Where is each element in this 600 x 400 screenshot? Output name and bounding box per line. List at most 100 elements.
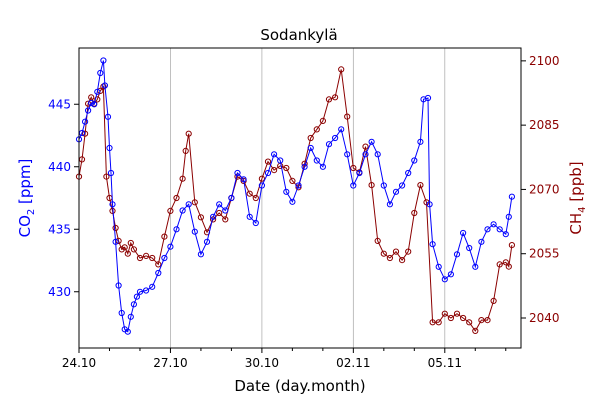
ch4-point	[179, 175, 186, 182]
ch4-point	[197, 214, 204, 221]
x-axis-label: Date (day.month)	[234, 377, 365, 395]
co2-point	[301, 163, 308, 170]
co2-point	[289, 198, 296, 205]
ch4-point	[505, 263, 512, 270]
right-y-tick-label: 2085	[529, 118, 560, 132]
left-y-tick-label: 445	[48, 97, 71, 111]
plot-frame	[78, 47, 522, 349]
ch4-point	[508, 242, 515, 249]
co2-point	[484, 226, 491, 233]
ch4-point	[94, 96, 101, 103]
co2-point	[127, 313, 134, 320]
ch4-point	[167, 207, 174, 214]
ch4-point	[338, 66, 345, 73]
co2-point	[362, 151, 369, 158]
ch4-point	[466, 319, 473, 326]
co2-point	[426, 201, 433, 208]
ch4-point	[453, 310, 461, 317]
co2-point	[380, 182, 387, 189]
co2-point	[460, 229, 467, 237]
ch4-point	[124, 250, 131, 257]
co2-point	[478, 238, 485, 245]
ch4-point	[478, 317, 485, 324]
co2-point	[101, 82, 109, 89]
co2-point	[252, 219, 259, 227]
ch4-point	[283, 164, 290, 172]
co2-point	[447, 271, 454, 278]
co2-point	[332, 134, 339, 142]
ch4-point	[182, 147, 189, 154]
ch4-point	[319, 117, 326, 125]
ch4-point	[143, 252, 150, 259]
co2-point	[411, 157, 418, 164]
ch4-point	[460, 314, 467, 322]
co2-point	[91, 101, 98, 108]
co2-point	[295, 182, 302, 189]
co2-line	[78, 60, 513, 333]
co2-point	[466, 244, 473, 252]
co2-point	[191, 228, 198, 235]
x-tick-label: 05.11	[428, 356, 462, 370]
co2-point	[112, 238, 119, 245]
co2-point	[88, 99, 95, 107]
ch4-point	[441, 310, 448, 317]
right-y-axis-label: CH4 [ppb]	[567, 161, 588, 234]
co2-point	[203, 238, 211, 245]
co2-point	[424, 94, 432, 102]
co2-point	[143, 287, 150, 294]
ch4-point	[191, 199, 198, 206]
ch4-point	[246, 190, 253, 197]
ch4-point	[130, 246, 137, 253]
ch4-point	[332, 94, 339, 101]
co2-point	[197, 251, 204, 258]
co2-point	[505, 213, 512, 220]
x-tick-label: 30.10	[245, 356, 279, 370]
right-y-axis: 2040 2055 2070 2085 2100	[521, 54, 560, 325]
co2-point	[240, 176, 247, 183]
ch4-point	[103, 173, 110, 180]
co2-point	[264, 169, 272, 177]
ch4-point	[368, 182, 375, 189]
co2-point	[115, 282, 122, 289]
x-tick-label: 02.11	[336, 356, 370, 370]
co2-point	[374, 151, 381, 158]
left-y-axis: 430 435 440 445	[48, 97, 79, 299]
right-y-label-main: CH	[567, 213, 585, 235]
co2-point	[472, 263, 479, 270]
co2-point	[210, 213, 217, 220]
co2-point	[496, 226, 503, 233]
ch4-point	[258, 175, 265, 182]
co2-point	[441, 276, 448, 283]
co2-point	[405, 169, 412, 177]
co2-point	[344, 151, 351, 158]
ch4-point	[185, 130, 192, 137]
ch4-point	[82, 130, 89, 137]
co2-point	[85, 107, 92, 114]
co2-point	[100, 57, 107, 64]
co2-point	[118, 309, 125, 317]
ch4-point	[100, 83, 107, 90]
co2-point	[338, 126, 345, 133]
x-tick-label: 27.10	[153, 356, 187, 370]
ch4-point	[362, 143, 369, 150]
left-y-axis-label: CO2 [ppm]	[16, 159, 37, 238]
co2-point	[107, 169, 115, 177]
ch4-point	[399, 257, 406, 264]
right-y-tick-label: 2055	[529, 247, 560, 261]
co2-point	[222, 207, 229, 214]
series-layer	[75, 57, 515, 335]
ch4-point	[173, 194, 180, 202]
co2-point	[97, 69, 104, 77]
ch4-point	[112, 224, 119, 232]
co2-series	[75, 57, 515, 335]
ch4-point	[380, 250, 387, 257]
ch4-point	[429, 319, 436, 326]
co2-point	[356, 169, 363, 177]
co2-point	[368, 138, 375, 145]
ch4-point	[161, 233, 168, 240]
co2-point	[283, 188, 290, 195]
co2-point	[179, 207, 186, 214]
co2-point	[185, 201, 192, 208]
co2-point	[429, 241, 436, 248]
ch4-point	[417, 182, 424, 189]
